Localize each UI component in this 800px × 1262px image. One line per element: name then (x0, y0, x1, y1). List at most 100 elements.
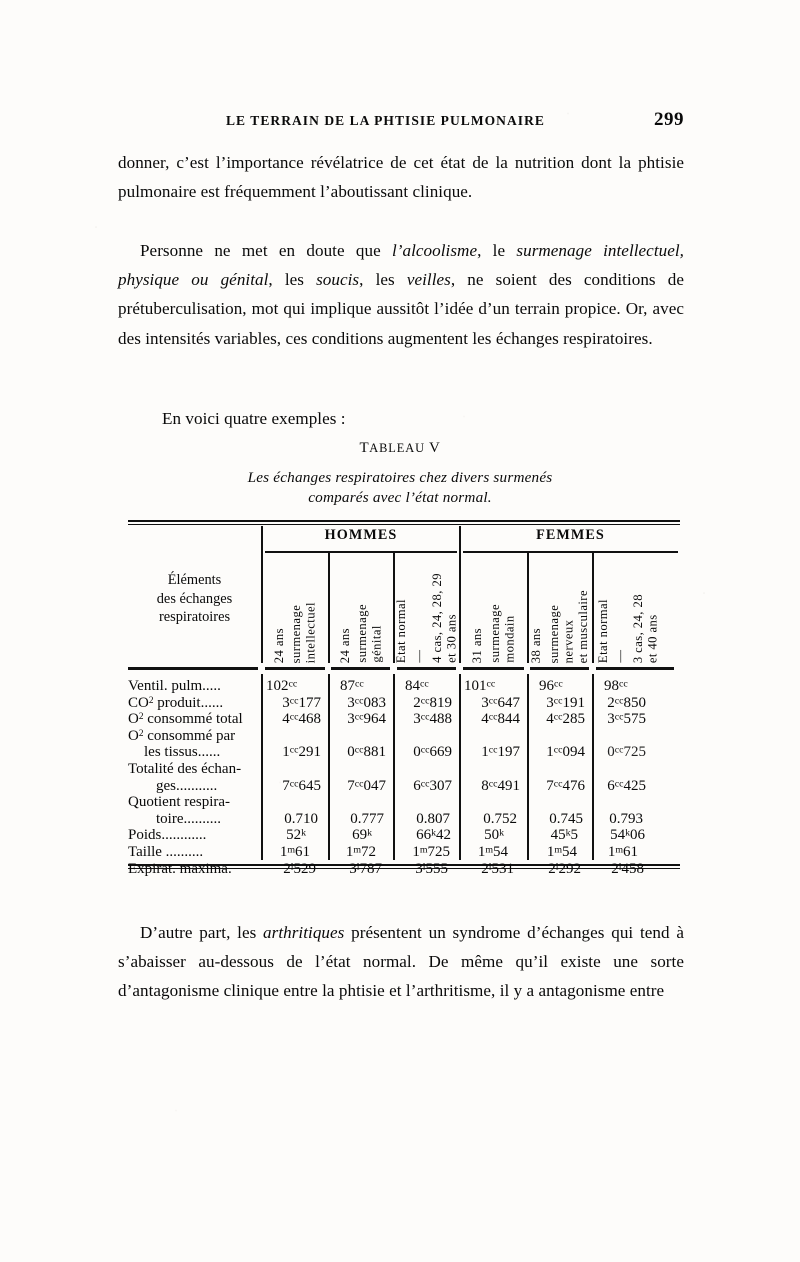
emphasis-soucis: soucis (316, 270, 360, 290)
table-number-value: V (429, 440, 441, 456)
column-header-4-age: 31 ans (470, 627, 485, 663)
column-header-1-age: 24 ans (271, 627, 286, 663)
row-label-continued: toire.......... (156, 810, 221, 827)
table-v: HOMMES FEMMES Éléments des échanges resp… (128, 520, 680, 877)
paragraph-1: donner, c’est l’importance révélatrice d… (118, 148, 684, 206)
row-4-cell-0: 7cc645 (282, 777, 321, 794)
group-rule-hommes (265, 551, 457, 553)
row-2-cell-2: 3cc488 (413, 711, 452, 728)
column-header-1-desc: surmenage intellectuel (289, 601, 318, 663)
row-4-cell-4: 7cc476 (546, 777, 585, 794)
group-header-femmes: FEMMES (536, 527, 605, 543)
column-header-3-sub: 4 cas, 24, 28, 29 et 30 ans (429, 573, 459, 663)
row-5-cell-2: 0.807 (416, 810, 450, 827)
row-label: CO2 produit...... (128, 694, 224, 711)
paragraph-3: En voici quatre exemples : (140, 404, 684, 433)
column-header-4-desc: surmenage mondain (487, 604, 517, 663)
paragraph-4: D’autre part, les arthritiques présenten… (118, 918, 684, 1006)
column-header-1: 24 ans surmenage intellectuel (262, 551, 328, 663)
column-header-5: 38 ans surmenage nerveux et musculaire (528, 551, 592, 663)
table-number-prefix: T (359, 440, 370, 456)
emphasis-veilles: veilles (406, 270, 451, 290)
stub-header: Éléments des échanges respiratoires (128, 571, 261, 627)
row-2-cell-3: 4cc844 (481, 711, 520, 728)
table-row: Ventil. pulm..... 102cc 87cc 84cc 101cc … (128, 678, 680, 695)
table-row: ges........... 7cc645 7cc047 6cc307 8cc4… (128, 778, 680, 795)
row-8-cell-0: 2l529 (283, 860, 316, 877)
row-5-cell-5: 0.793 (609, 810, 643, 827)
row-label: O2 consommé par (128, 727, 236, 744)
header-vrule-4 (527, 553, 529, 663)
body-vrule-1 (328, 674, 330, 860)
column-header-6-sub: 3 cas, 24, 28 et 40 ans (631, 593, 660, 663)
row-1-cell-5: 2cc850 (607, 694, 646, 711)
row-0-cell-2: 84cc (405, 678, 429, 694)
row-0-cell-4: 96cc (539, 678, 563, 694)
column-header-6: Etat normal — 3 cas, 24, 28 et 40 ans (593, 551, 663, 663)
row-label: Quotient respira- (128, 794, 231, 811)
row-7-cell-3: 1m54 (477, 843, 508, 860)
row-7-cell-0: 1m61 (279, 843, 310, 860)
row-1-cell-4: 3cc191 (546, 694, 585, 711)
header-vrule-1 (328, 553, 330, 663)
row-2-cell-0: 4cc468 (282, 711, 321, 728)
paragraph-4-part-b: présentent un syndrome d’échanges qui te… (118, 923, 684, 1001)
table-row: les tissus...... 1cc291 0cc881 0cc669 1c… (128, 744, 680, 761)
column-header-2-age: 24 ans (337, 627, 352, 663)
table-body: Ventil. pulm..... 102cc 87cc 84cc 101cc … (128, 674, 680, 877)
emphasis-alcoolisme: l’alcoolisme (391, 241, 478, 260)
stub-header-line-2: des échanges (156, 590, 233, 607)
row-3-cell-0: 1cc291 (282, 744, 321, 761)
group-rule-femmes (463, 551, 678, 553)
table-row: toire.......... 0.710 0.777 0.807 0.752 … (128, 811, 680, 828)
row-3-cell-2: 0cc669 (413, 744, 452, 761)
row-3-cell-4: 1cc094 (546, 744, 585, 761)
header-vrule-2 (393, 553, 395, 663)
body-vrule-4 (527, 674, 529, 860)
table-row: Expirat. maxima. 2l529 3l787 3l555 2l531… (128, 861, 680, 878)
row-3-cell-5: 0cc725 (607, 744, 646, 761)
column-header-3-desc: Etat normal (394, 598, 409, 663)
paragraph-2-part-d: , les (359, 270, 407, 290)
page-number: 299 (654, 109, 684, 130)
table-number: TABLEAU V (0, 440, 800, 457)
row-8-cell-2: 3l555 (415, 860, 448, 877)
row-1-cell-2: 2cc819 (413, 694, 452, 711)
table-row: Poids............ 52k 69k 66k42 50k 45k5… (128, 827, 680, 844)
row-5-cell-1: 0.777 (350, 810, 384, 827)
row-0-cell-3: 101cc (464, 678, 496, 694)
paragraph-2-part-e: , ne soient des conditions de prétubercu… (118, 270, 684, 348)
column-header-6-desc: Etat normal (595, 598, 610, 663)
header-vrule-3 (459, 526, 461, 663)
body-vrule-3 (459, 674, 461, 860)
column-header-3: Etat normal — 4 cas, 24, 28, 29 et 30 ans (394, 551, 459, 663)
header-vrule-5 (592, 553, 594, 663)
row-label: Poids............ (128, 827, 207, 844)
row-5-cell-3: 0.752 (483, 810, 517, 827)
row-7-cell-2: 1m725 (412, 843, 450, 860)
row-3-cell-3: 1cc197 (481, 744, 520, 761)
row-2-cell-4: 4cc285 (546, 711, 585, 728)
paragraph-4-part-a: D’autre part, les (140, 923, 264, 942)
row-label: O2 consommé total (128, 711, 243, 728)
table-row: Totalité des échan- (128, 761, 680, 778)
table-caption-line-1: Les échanges respiratoires chez divers s… (247, 469, 553, 486)
row-label: Totalité des échan- (128, 760, 242, 777)
table-row: Quotient respira- (128, 794, 680, 811)
column-header-4: 31 ans surmenage mondain (460, 551, 527, 663)
row-6-cell-0: 52k (286, 827, 306, 844)
row-2-cell-5: 3cc575 (607, 711, 646, 728)
row-label: Expirat. maxima. (128, 860, 232, 877)
row-6-cell-5: 54k06 (610, 827, 645, 844)
column-header-5-age: 38 ans (529, 627, 544, 663)
row-8-cell-1: 3l787 (349, 860, 382, 877)
table-caption: Les échanges respiratoires chez divers s… (0, 468, 800, 508)
table-top-rule (128, 520, 680, 525)
column-header-6-dash: — (613, 650, 628, 663)
table-header-rule (128, 665, 680, 674)
stub-header-line-1: Éléments (167, 572, 222, 588)
table-bottom-rule (128, 864, 680, 869)
emphasis-arthritiques: arthritiques (263, 923, 345, 942)
row-6-cell-3: 50k (484, 827, 504, 844)
